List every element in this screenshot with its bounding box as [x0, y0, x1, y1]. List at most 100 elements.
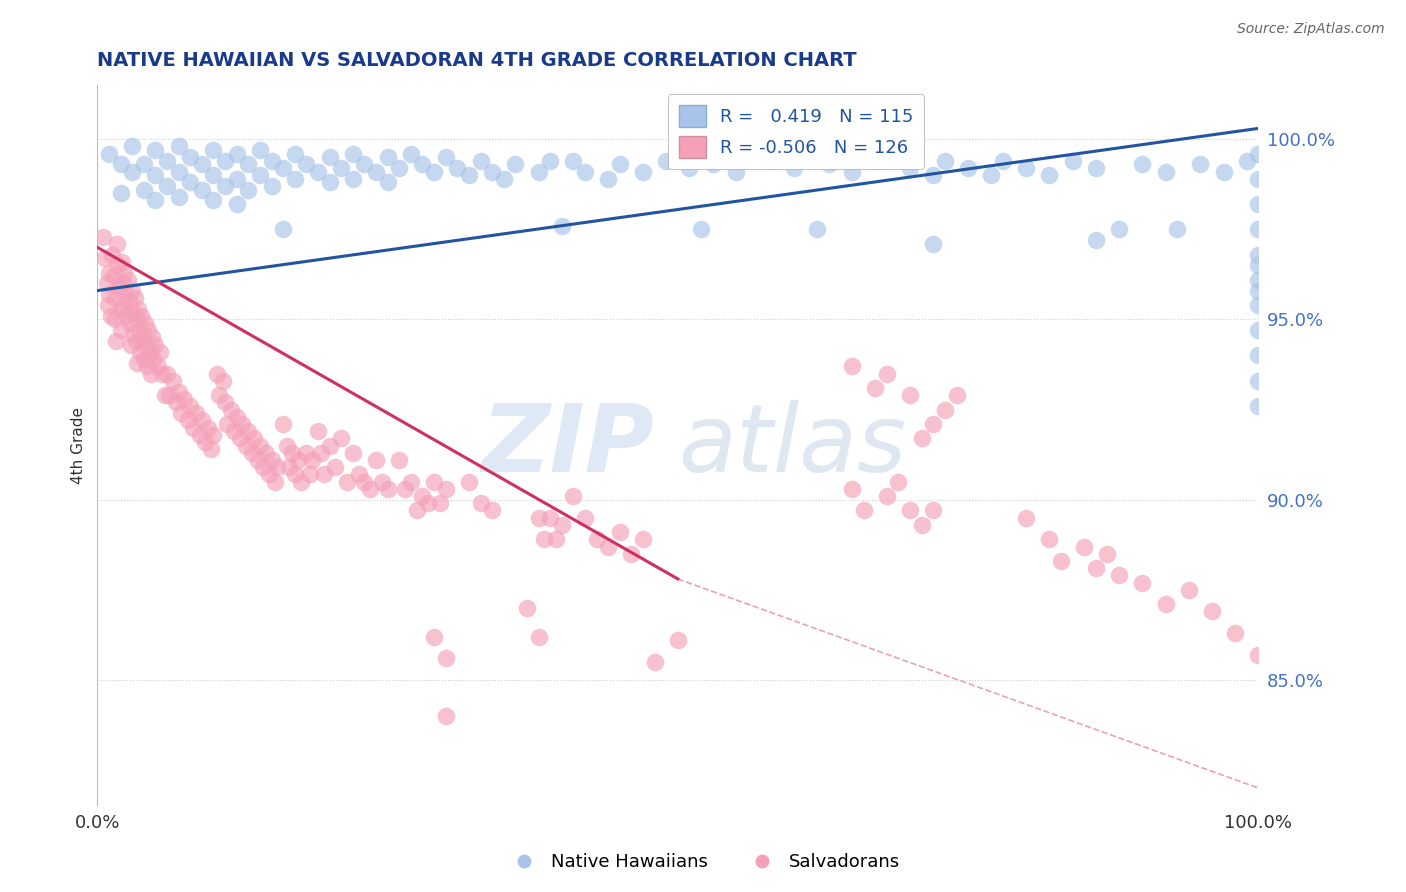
Point	[271, 417, 294, 431]
Point	[876, 489, 898, 503]
Point	[980, 168, 1002, 182]
Point	[538, 153, 561, 168]
Point	[405, 503, 427, 517]
Point	[301, 453, 323, 467]
Point	[224, 424, 246, 438]
Point	[208, 388, 231, 402]
Point	[145, 143, 167, 157]
Point	[238, 424, 260, 438]
Point	[307, 424, 329, 438]
Point	[101, 247, 124, 261]
Point	[124, 334, 146, 348]
Point	[271, 222, 294, 236]
Point	[631, 164, 654, 178]
Point	[111, 254, 134, 268]
Point	[211, 374, 233, 388]
Point	[281, 446, 304, 460]
Point	[110, 323, 132, 337]
Point	[353, 157, 375, 171]
Point	[132, 352, 155, 367]
Point	[457, 168, 479, 182]
Point	[191, 183, 214, 197]
Point	[377, 482, 399, 496]
Point	[399, 146, 422, 161]
Point	[97, 146, 120, 161]
Point	[1154, 164, 1177, 178]
Point	[121, 139, 143, 153]
Point	[240, 446, 263, 460]
Point	[179, 176, 201, 190]
Point	[325, 460, 347, 475]
Point	[284, 146, 307, 161]
Point	[194, 435, 217, 450]
Point	[1050, 554, 1073, 568]
Point	[219, 402, 242, 417]
Point	[470, 496, 492, 510]
Point	[134, 316, 156, 330]
Point	[91, 229, 114, 244]
Point	[202, 168, 225, 182]
Point	[112, 266, 135, 280]
Point	[1189, 157, 1212, 171]
Point	[110, 301, 132, 316]
Point	[167, 384, 190, 399]
Point	[191, 157, 214, 171]
Point	[104, 334, 127, 348]
Point	[1177, 582, 1199, 597]
Point	[97, 287, 120, 301]
Point	[200, 442, 222, 457]
Point	[533, 533, 555, 547]
Point	[806, 222, 828, 236]
Point	[111, 277, 134, 291]
Point	[129, 344, 152, 359]
Point	[342, 146, 364, 161]
Point	[644, 655, 666, 669]
Point	[364, 164, 387, 178]
Point	[1015, 161, 1038, 175]
Point	[371, 475, 394, 489]
Point	[225, 409, 247, 424]
Point	[136, 359, 159, 374]
Point	[1084, 161, 1107, 175]
Point	[598, 540, 620, 554]
Point	[298, 467, 321, 482]
Text: Source: ZipAtlas.com: Source: ZipAtlas.com	[1237, 22, 1385, 37]
Point	[841, 482, 863, 496]
Point	[1038, 533, 1060, 547]
Point	[121, 305, 143, 319]
Point	[214, 179, 236, 194]
Point	[97, 298, 120, 312]
Point	[1084, 233, 1107, 247]
Point	[318, 150, 340, 164]
Point	[991, 153, 1014, 168]
Point	[934, 402, 956, 417]
Point	[446, 161, 468, 175]
Point	[290, 475, 312, 489]
Point	[122, 326, 145, 341]
Point	[277, 460, 299, 475]
Point	[124, 312, 146, 326]
Point	[876, 367, 898, 381]
Point	[167, 139, 190, 153]
Point	[145, 337, 167, 351]
Text: atlas: atlas	[678, 401, 905, 491]
Point	[260, 153, 283, 168]
Point	[238, 183, 260, 197]
Point	[922, 503, 945, 517]
Point	[1084, 561, 1107, 575]
Point	[922, 236, 945, 251]
Point	[120, 337, 142, 351]
Point	[260, 453, 283, 467]
Point	[225, 197, 247, 211]
Point	[1166, 222, 1188, 236]
Point	[118, 316, 141, 330]
Point	[156, 153, 179, 168]
Point	[1130, 575, 1153, 590]
Point	[132, 157, 155, 171]
Point	[173, 392, 195, 406]
Point	[191, 413, 214, 427]
Point	[138, 323, 160, 337]
Point	[347, 467, 370, 482]
Point	[146, 359, 169, 374]
Point	[457, 475, 479, 489]
